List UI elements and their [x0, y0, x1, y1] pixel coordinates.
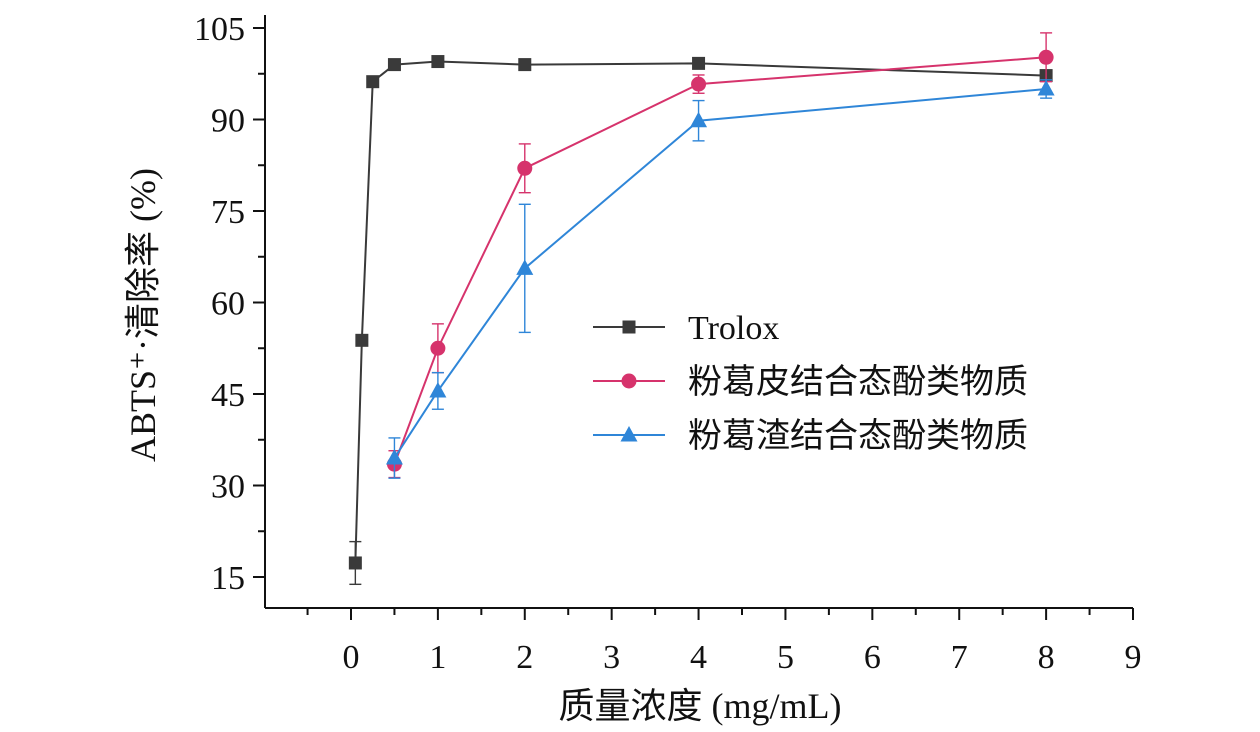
x-tick-label: 1 — [429, 639, 446, 676]
y-tick-label: 75 — [211, 194, 245, 231]
data-point — [355, 333, 369, 347]
x-tick-label: 0 — [343, 639, 360, 676]
series-line — [354, 60, 1047, 563]
y-tick-label: 45 — [211, 377, 245, 414]
data-point — [690, 111, 708, 128]
legend-label: Trolox — [688, 310, 779, 347]
data-point — [429, 381, 447, 398]
legend-item: Trolox — [593, 310, 779, 347]
x-tick-label: 8 — [1038, 639, 1055, 676]
x-tick-label: 4 — [690, 639, 707, 676]
data-point — [387, 58, 401, 72]
data-point — [517, 160, 533, 176]
y-tick-label: 60 — [211, 286, 245, 323]
x-tick-label: 6 — [864, 639, 881, 676]
data-point — [516, 259, 534, 275]
data-point — [691, 76, 707, 92]
series-0 — [348, 55, 1053, 586]
data-point — [692, 56, 706, 70]
data-point — [430, 340, 446, 356]
data-point — [431, 55, 445, 69]
x-axis-title: 质量浓度 (mg/mL) — [559, 686, 842, 726]
data-point — [1038, 49, 1054, 65]
y-tick-label: 90 — [211, 103, 245, 140]
series-2 — [385, 79, 1055, 479]
ticks — [253, 27, 1134, 620]
legend-marker — [621, 373, 637, 389]
y-tick-label: 15 — [211, 560, 245, 597]
legend-label: 粉葛渣结合态酚类物质 — [688, 417, 1028, 455]
legend-item: 粉葛皮结合态酚类物质 — [593, 363, 1028, 401]
x-tick-label: 3 — [603, 639, 620, 676]
data-point — [1037, 80, 1055, 96]
series-1 — [386, 32, 1054, 479]
legend-marker — [620, 426, 638, 442]
x-tick-label: 7 — [951, 639, 968, 676]
data-point — [518, 58, 532, 72]
x-tick-label: 5 — [777, 639, 794, 676]
series-layer — [348, 32, 1055, 586]
data-point — [385, 449, 403, 465]
legend-item: 粉葛渣结合态酚类物质 — [593, 417, 1028, 455]
data-point — [348, 556, 362, 570]
legend-label: 粉葛皮结合态酚类物质 — [688, 363, 1028, 401]
data-point — [366, 75, 380, 89]
y-tick-label: 30 — [211, 469, 245, 506]
y-axis-title: ABTS⁺·清除率 (%) — [123, 168, 163, 462]
x-tick-label: 2 — [516, 639, 533, 676]
x-tick-label: 9 — [1125, 639, 1142, 676]
series-line — [393, 88, 1047, 459]
y-tick-label: 105 — [194, 11, 245, 48]
legend-marker — [622, 320, 636, 334]
